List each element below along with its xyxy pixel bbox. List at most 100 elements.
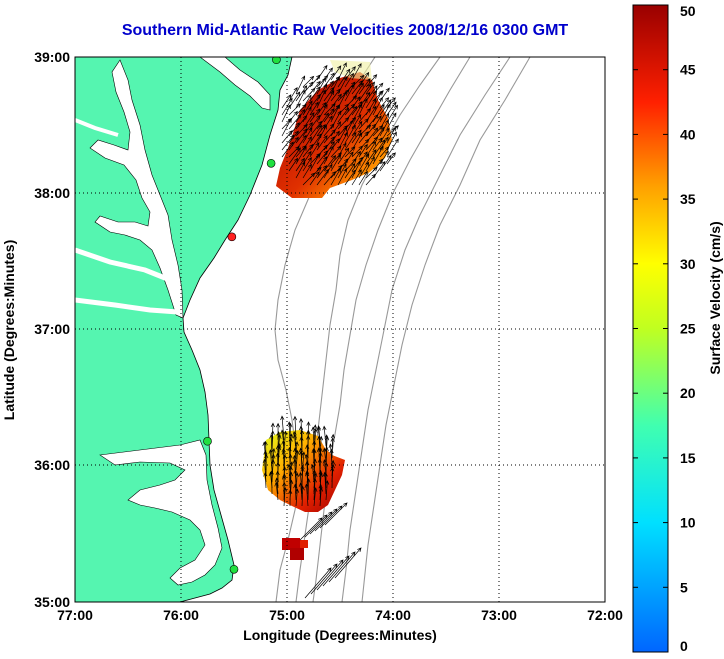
velocity-arrow [304,483,309,507]
velocity-arrow [302,75,315,88]
y-tick-label: 35:00 [34,594,70,610]
velocity-arrow [351,80,363,95]
velocity-arrow [365,156,375,172]
velocity-arrow [358,118,369,130]
velocity-arrow [330,164,343,179]
velocity-arrow [386,138,399,158]
velocity-arrow [365,85,378,102]
velocity-arrow [270,459,276,483]
velocity-arrow [302,163,312,179]
velocity-arrow [323,171,336,186]
velocity-arrow [337,107,350,123]
velocity-arrow [288,147,301,165]
velocity-arrow [330,88,341,102]
velocity-arrow [304,567,332,599]
colorbar-tick-label: 50 [680,3,696,19]
velocity-arrow [277,434,282,453]
delaware-bay [199,57,271,111]
velocity-arrow [386,101,397,116]
x-axis-label: Longitude (Degrees:Minutes) [243,627,437,643]
velocity-arrow [300,485,305,507]
velocity-arrow [288,122,300,137]
velocity-arrow [281,104,291,123]
velocity-arrow [287,421,292,447]
velocity-arrow [330,466,335,489]
velocity-arrow [302,122,313,137]
velocity-arrow [330,437,335,459]
velocity-arrow [344,162,356,179]
velocity-arrow [316,89,326,109]
colorbar-tick-label: 35 [680,191,696,207]
velocity-arrow [311,426,316,447]
velocity-arrow [365,136,379,151]
velocity-arrow [358,161,370,179]
velocity-arrow [302,127,313,144]
velocity-arrow [323,141,335,158]
velocity-arrow [287,463,292,489]
velocity-arrow [274,481,279,501]
velocity-arrow [334,547,362,579]
velocity-arrow [294,441,299,459]
velocity-arrow [302,81,314,95]
velocity-arrow [330,65,342,81]
velocity-arrow [288,103,301,116]
velocity-arrow [316,124,327,144]
velocity-arrow [344,124,356,144]
velocity-arrow [295,157,305,172]
velocity-arrow [309,133,322,151]
velocity-arrow [337,163,347,179]
velocity-arrow [318,486,324,507]
velocity-arrow [322,425,327,447]
velocity-arrow [293,447,298,465]
velocity-arrow [324,502,348,526]
velocity-arrow [316,168,330,186]
velocity-arrow [316,150,329,165]
velocity-arrow [337,147,350,165]
velocity-arrow [302,150,312,165]
colorbar-tick-label: 10 [680,515,696,531]
velocity-arrow [337,117,350,130]
velocity-arrow [351,63,362,81]
velocity-arrow [316,77,326,95]
velocity-arrow [281,97,293,116]
velocity-arrow [372,96,383,116]
station-marker [227,232,237,242]
velocity-arrow [344,169,356,186]
velocity-arrow [386,112,397,130]
velocity-arrow [344,72,354,88]
velocity-arrow [372,139,386,158]
velocity-arrow [288,157,299,172]
velocity-arrow [323,136,335,151]
velocity-arrow [270,430,275,453]
velocity-arrow [274,477,280,495]
velocity-arrow [337,89,350,102]
velocity-arrow [365,166,378,179]
velocity-arrow [386,152,396,165]
velocity-arrow [302,112,315,130]
velocity-arrow [337,68,351,88]
velocity-arrow [302,143,314,158]
colorbar-tick-label: 25 [680,321,696,337]
velocity-arrow [298,471,303,495]
velocity-arrow [351,103,363,123]
velocity-arrow [323,145,334,165]
velocity-arrow [316,101,327,116]
velocity-arrow [281,118,292,137]
velocity-arrow [323,103,336,116]
velocity-arrow [316,165,328,179]
colorbar-tick-label: 30 [680,256,696,272]
velocity-arrow [305,469,310,495]
velocity-arrow [358,78,371,95]
velocity-vectors-south [262,415,362,599]
colorbar-tick-label: 45 [680,62,696,78]
station-marker [203,436,212,446]
velocity-arrow [330,104,340,123]
chesapeake-bay [89,59,184,319]
velocity-arrow [365,149,377,165]
velocity-arrow [264,453,269,477]
velocity-arrow [330,145,342,158]
velocity-arrow [351,129,362,144]
velocity-arrow [310,563,338,595]
velocity-arrow [316,135,328,151]
